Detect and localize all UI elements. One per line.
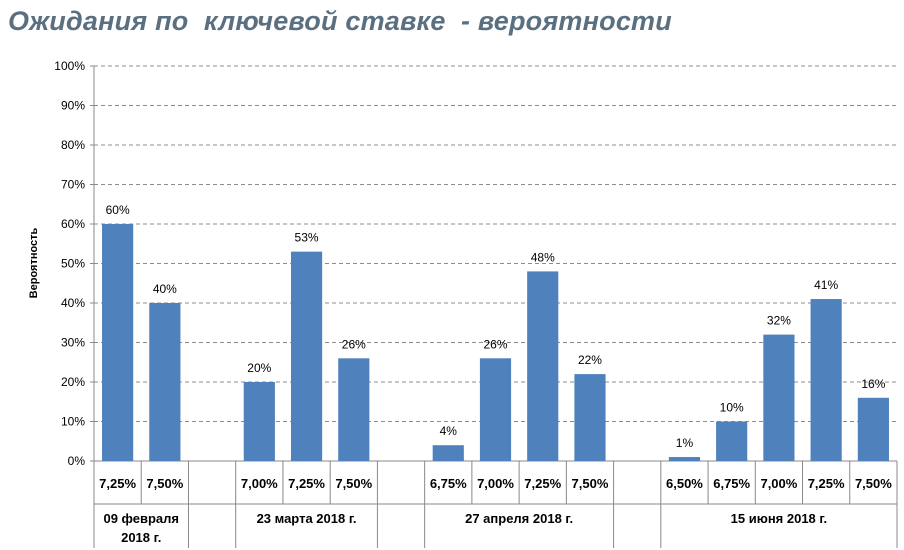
bar [149,303,181,461]
category-label: 6,75% [713,476,750,491]
data-label: 60% [106,203,130,217]
category-label: 7,25% [808,476,845,491]
y-tick-label: 60% [61,217,85,231]
y-tick-label: 20% [61,375,85,389]
y-tick-label: 80% [61,138,85,152]
bar [668,457,701,461]
y-tick-label: 70% [61,178,85,192]
y-tick-label: 100% [54,59,85,73]
y-tick-label: 40% [61,296,85,310]
data-labels: 60% 40% 20% 53% 26% 4% 26% 48% 22% 1% 10% 32% 41% 16% [106,203,886,450]
data-label: 4% [440,424,458,438]
data-label: 22% [578,353,602,367]
bar [716,421,748,461]
data-label: 32% [767,314,791,328]
y-tick-label: 50% [61,257,85,271]
y-axis: 0% 10% 20% 30% 40% 50% 60% 70% 80% 90% 100% [54,59,897,468]
data-label: 26% [342,337,366,351]
bar [763,334,795,461]
data-label: 16% [861,377,885,391]
bar [574,374,606,461]
data-label: 41% [814,278,838,292]
category-label: 7,25% [288,476,325,491]
category-label: 7,00% [477,476,514,491]
category-label: 7,50% [146,476,183,491]
bar [102,224,134,461]
category-label: 6,50% [666,476,703,491]
category-label: 7,50% [572,476,609,491]
bar [479,358,512,461]
category-label: 7,50% [335,476,372,491]
category-label: 7,25% [524,476,561,491]
x-axis-categories: 7,25% 7,50% 09 февраля 2018 г. 7,00% 7,25% 7,5… [93,461,898,548]
bar [857,397,889,461]
category-label: 7,00% [241,476,278,491]
group-label: 09 февраля [103,511,179,526]
data-label: 48% [531,250,555,264]
data-label: 53% [295,231,319,245]
data-label: 40% [153,282,177,296]
bar [432,445,464,461]
category-label: 7,50% [855,476,892,491]
y-tick-label: 30% [61,336,85,350]
bar [810,299,842,461]
chart-title: Ожидания по ключевой ставке - вероятност… [8,6,672,36]
y-tick-label: 0% [68,454,86,468]
group-label: 23 марта 2018 г. [257,511,357,526]
category-label: 6,75% [430,476,467,491]
category-label: 7,25% [99,476,136,491]
data-label: 1% [676,436,694,450]
data-label: 10% [720,401,744,415]
y-axis-label: Вероятность [28,227,40,298]
bars [102,224,889,461]
y-tick-label: 90% [61,99,85,113]
group-label: 2018 г. [121,530,161,545]
category-label: 7,00% [760,476,797,491]
bar [527,271,559,461]
data-label: 20% [247,361,271,375]
bar [338,358,370,461]
group-label: 27 апреля 2018 г. [465,511,573,526]
data-label: 26% [483,337,507,351]
bar [290,251,323,461]
y-tick-label: 10% [61,415,85,429]
bar [243,382,275,461]
group-label: 15 июня 2018 г. [731,511,827,526]
